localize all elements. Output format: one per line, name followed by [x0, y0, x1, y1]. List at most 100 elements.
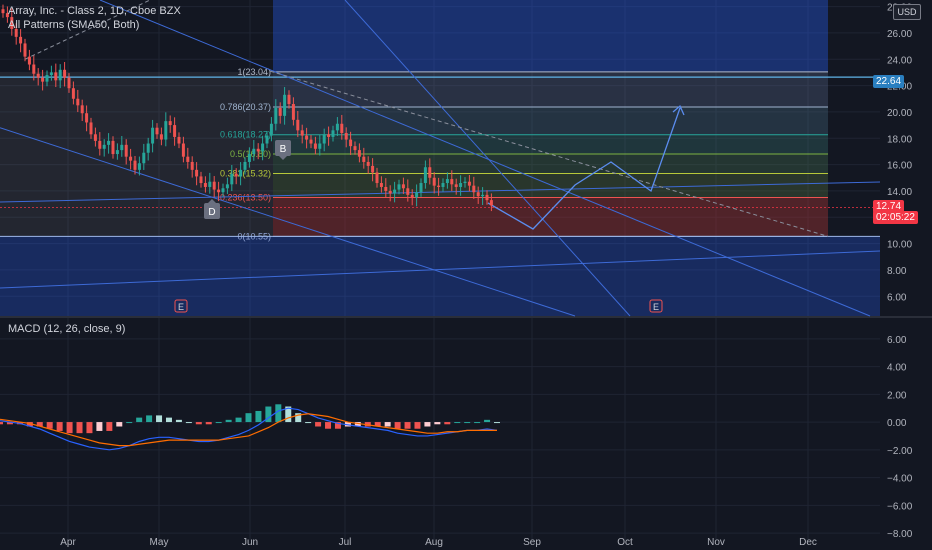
price-axis-tick: 26.00 — [887, 29, 912, 40]
earnings-marker-1[interactable]: E — [174, 299, 188, 313]
candle-body — [230, 173, 234, 185]
macd-histogram-bar — [374, 422, 381, 427]
candle-body — [305, 135, 309, 140]
time-axis-tick: Oct — [617, 537, 633, 548]
pattern-marker-b-box — [275, 140, 291, 156]
macd-histogram-bar — [334, 422, 341, 429]
candle-body — [401, 184, 405, 189]
price-tag-top-level: 22.64 — [873, 75, 905, 88]
candle-body — [76, 98, 80, 106]
earnings-marker-2[interactable]: E — [649, 299, 663, 313]
macd-histogram-bar — [126, 422, 133, 424]
candle-body — [256, 148, 260, 152]
candle-body — [428, 167, 432, 178]
candle-body — [27, 56, 31, 65]
pattern-marker-b[interactable]: B — [275, 140, 291, 160]
pattern-marker-d[interactable]: D — [204, 199, 220, 219]
zone-lower-blue — [0, 236, 880, 316]
fib-band — [273, 134, 828, 155]
zone-upper-blue — [273, 0, 828, 72]
time-axis-tick: May — [150, 537, 169, 548]
candle-body — [419, 183, 423, 193]
macd-histogram-bar — [404, 422, 411, 429]
candle-body — [173, 125, 177, 137]
earnings-marker-2-box — [649, 299, 663, 313]
macd-histogram-bar — [36, 422, 43, 427]
candle-body — [441, 183, 445, 187]
candle-body — [331, 130, 335, 137]
candle-body — [168, 121, 172, 126]
macd-histogram-bar — [225, 419, 232, 423]
candle-body — [406, 188, 410, 195]
macd-histogram-bar — [165, 417, 172, 423]
candle-body — [129, 156, 133, 161]
candle-body — [120, 144, 124, 151]
time-axis-tick: Jun — [242, 537, 258, 548]
candle-body — [445, 179, 449, 184]
candle-body — [265, 135, 269, 144]
indicator-label[interactable]: All Patterns (SMA50, Both) — [8, 19, 140, 31]
candle-body — [423, 167, 427, 184]
candle-body — [437, 185, 441, 187]
candle-body — [54, 72, 58, 81]
candle-body — [296, 119, 300, 131]
macd-axis-tick: −6.00 — [887, 501, 913, 512]
macd-histogram-bar — [354, 422, 361, 427]
candle-body — [36, 73, 40, 78]
candle-body — [300, 130, 304, 136]
macd-histogram-bar — [265, 406, 272, 423]
macd-histogram-bar — [185, 422, 192, 424]
macd-label[interactable]: MACD (12, 26, close, 9) — [8, 323, 126, 335]
candle-body — [261, 143, 265, 152]
candle-body — [371, 165, 375, 173]
candle-body — [247, 154, 251, 162]
candle-body — [5, 13, 9, 18]
pattern-marker-b-pointer — [279, 156, 287, 160]
candle-body — [98, 140, 102, 149]
candle-body — [1, 9, 5, 14]
candle-body — [340, 123, 344, 133]
macd-histogram-bar — [315, 422, 322, 427]
candle-body — [45, 75, 49, 82]
macd-histogram-bar — [76, 422, 83, 434]
macd-histogram-bar — [245, 413, 252, 423]
candle-body — [124, 144, 128, 157]
candle-body — [283, 94, 287, 116]
fib-label: 0.786(20.37) — [220, 102, 271, 112]
macd-line — [0, 407, 498, 451]
trend-line — [344, 0, 631, 317]
fib-band — [273, 197, 828, 237]
candle-body — [239, 169, 243, 177]
trend-line — [269, 70, 829, 237]
macd-histogram-bar — [325, 422, 332, 429]
candle-body — [111, 140, 115, 155]
candle-body — [142, 152, 146, 164]
candle-body — [89, 122, 93, 135]
earnings-marker-1-box — [174, 299, 188, 313]
candle-body — [287, 94, 291, 105]
candle-body — [432, 177, 436, 186]
candle-body — [357, 150, 361, 157]
currency-badge[interactable]: USD — [893, 4, 921, 20]
macd-histogram-bar — [46, 422, 53, 429]
macd-histogram-bar — [424, 422, 431, 427]
fib-band — [273, 107, 828, 135]
candle-body — [234, 173, 238, 177]
macd-histogram-bar — [484, 419, 491, 423]
macd-axis-tick: −2.00 — [887, 446, 913, 457]
candle-body — [115, 150, 119, 155]
time-axis-tick: Aug — [425, 537, 443, 548]
time-axis-tick: Apr — [60, 537, 76, 548]
candle-body — [481, 194, 485, 197]
macd-axis-tick: 6.00 — [887, 335, 907, 346]
candle-body — [467, 181, 471, 186]
candle-body — [63, 69, 67, 78]
candle-body — [243, 161, 247, 170]
price-axis-tick: 14.00 — [887, 187, 912, 198]
macd-histogram-bar — [474, 422, 481, 424]
time-axis-tick: Jul — [339, 537, 352, 548]
candle-body — [349, 139, 353, 147]
candle-body — [415, 192, 419, 198]
macd-histogram-bar — [494, 422, 500, 424]
